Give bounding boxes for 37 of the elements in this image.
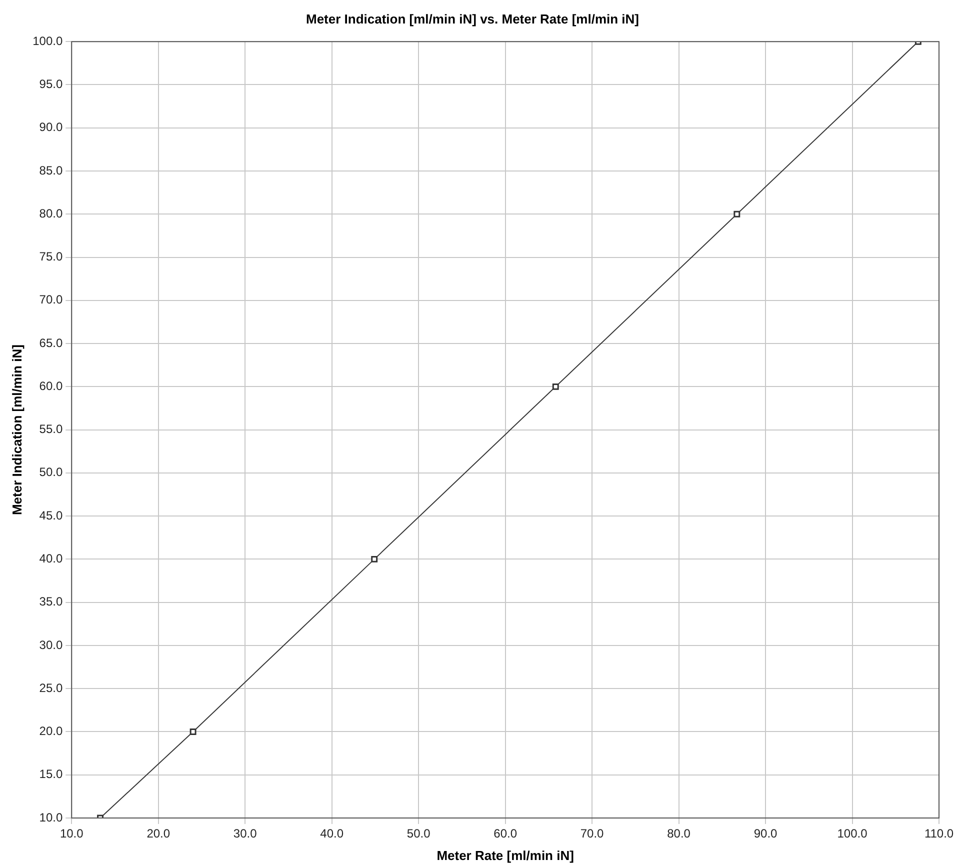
point	[552, 383, 559, 390]
x-tick-label: 40.0	[320, 826, 344, 841]
point	[190, 728, 196, 735]
y-tick-label: 100.0	[32, 34, 63, 48]
y-tick-label: 25.0	[39, 680, 63, 695]
y-tick-label: 80.0	[39, 206, 63, 220]
y-tick-label: 60.0	[39, 378, 63, 393]
y-tick-label: 50.0	[39, 465, 63, 480]
y-tick-label: 85.0	[39, 163, 63, 178]
chart-title: Meter Indication [ml/min iN] vs. Meter Rate [ml/min iN]	[306, 11, 639, 26]
y-tick-label: 95.0	[39, 77, 63, 92]
x-tick-label: 30.0	[233, 826, 258, 841]
x-tick-label: 80.0	[667, 826, 691, 841]
x-tick-label: 90.0	[754, 826, 778, 841]
y-tick-label: 45.0	[39, 508, 63, 522]
y-tick-label: 30.0	[39, 638, 63, 652]
point	[734, 210, 740, 218]
y-tick-label: 65.0	[39, 336, 63, 350]
y-tick-label: 75.0	[39, 250, 63, 264]
y-tick-label: 40.0	[39, 552, 63, 566]
y-tick-label: 10.0	[39, 810, 63, 824]
y-tick-label: 55.0	[39, 422, 63, 436]
x-tick-label: 110.0	[924, 826, 954, 841]
x-tick-label: 10.0	[60, 826, 84, 841]
y-tick-label: 20.0	[39, 724, 63, 738]
y-tick-label: 90.0	[39, 120, 63, 134]
y-axis-title: Meter Indication [ml/min iN]	[9, 344, 24, 516]
point	[371, 556, 378, 562]
y-tick-label: 70.0	[39, 292, 63, 307]
y-tick-label: 35.0	[39, 594, 63, 609]
x-tick-label: 70.0	[580, 826, 604, 841]
y-tick-label: 15.0	[39, 767, 63, 782]
x-tick-label: 100.0	[837, 826, 868, 841]
x-tick-label: 50.0	[406, 826, 431, 841]
x-tick-label: 20.0	[146, 826, 170, 841]
x-tick-label: 60.0	[494, 826, 518, 841]
x-axis-title: Meter Rate [ml/min iN]	[436, 848, 574, 863]
